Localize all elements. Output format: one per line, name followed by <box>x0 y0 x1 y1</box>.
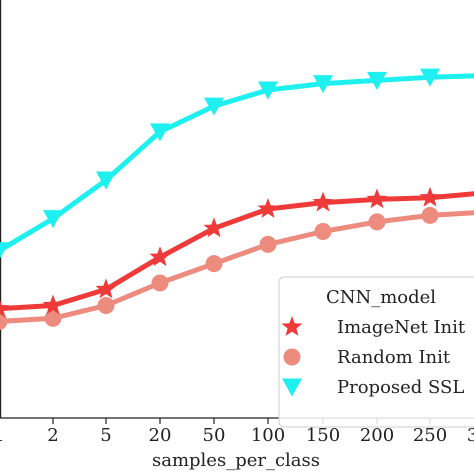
data-point-proposed-ssl <box>313 75 333 94</box>
series-imagenet-init <box>0 186 474 318</box>
data-point-random-init <box>421 206 439 224</box>
x-axis-label: samples_per_class <box>152 450 320 471</box>
data-point-imagenet-init <box>95 278 117 299</box>
data-point-random-init <box>151 274 169 292</box>
data-point-random-init <box>97 296 115 314</box>
data-point-random-init <box>314 223 332 241</box>
data-point-imagenet-init <box>419 186 441 207</box>
legend-marker-imagenet-init <box>281 316 303 336</box>
data-point-random-init <box>44 309 62 327</box>
series-line-random-init <box>0 210 474 324</box>
legend-label-random-init: Random Init <box>337 347 451 368</box>
data-point-imagenet-init <box>149 246 171 267</box>
data-point-proposed-ssl <box>258 81 278 100</box>
x-tick-label: 100 <box>251 425 285 446</box>
data-point-imagenet-init <box>366 188 388 209</box>
legend-label-proposed-ssl: Proposed SSL <box>337 377 464 398</box>
series-layer <box>0 68 474 330</box>
legend-marker-proposed-ssl <box>282 378 302 397</box>
data-point-proposed-ssl <box>96 171 116 190</box>
series-line-proposed-ssl <box>0 73 474 253</box>
x-tick-label: 2 <box>47 425 58 446</box>
legend: CNN_model ImageNet Init Random Init Propos… <box>278 276 474 428</box>
legend-box <box>278 276 474 428</box>
series-proposed-ssl <box>0 68 474 259</box>
x-tick-label: 300 <box>467 425 474 446</box>
x-ticks: 1 2 5 20 50 100 150 200 250 300 <box>0 418 474 446</box>
x-tick-label: 150 <box>306 425 340 446</box>
data-point-proposed-ssl <box>43 210 63 229</box>
data-point-proposed-ssl <box>0 242 9 259</box>
series-line-imagenet-init <box>0 191 474 312</box>
x-tick-label: 50 <box>203 425 226 446</box>
data-point-proposed-ssl <box>420 68 440 87</box>
data-point-random-init <box>259 235 277 253</box>
data-point-imagenet-init <box>312 191 334 212</box>
data-point-random-init <box>205 255 223 273</box>
data-point-proposed-ssl <box>204 97 224 116</box>
data-point-imagenet-init <box>257 198 279 218</box>
series-random-init <box>0 206 474 330</box>
data-point-proposed-ssl <box>367 71 387 90</box>
x-tick-label: 20 <box>149 425 172 446</box>
legend-title: CNN_model <box>326 287 436 308</box>
x-tick-label: 5 <box>100 425 111 446</box>
data-point-proposed-ssl <box>150 123 170 142</box>
data-point-imagenet-init <box>203 217 225 238</box>
x-tick-label: 200 <box>360 425 394 446</box>
data-point-imagenet-init <box>42 294 64 315</box>
legend-label-imagenet-init: ImageNet Init <box>337 317 466 338</box>
x-tick-label: 1 <box>0 425 5 446</box>
data-point-random-init <box>368 213 386 231</box>
data-point-random-init <box>0 313 8 330</box>
x-tick-label: 250 <box>413 425 447 446</box>
legend-entries: ImageNet Init Random Init Proposed SSL <box>281 316 466 398</box>
data-point-imagenet-init <box>0 300 10 318</box>
legend-marker-random-init <box>283 348 301 366</box>
